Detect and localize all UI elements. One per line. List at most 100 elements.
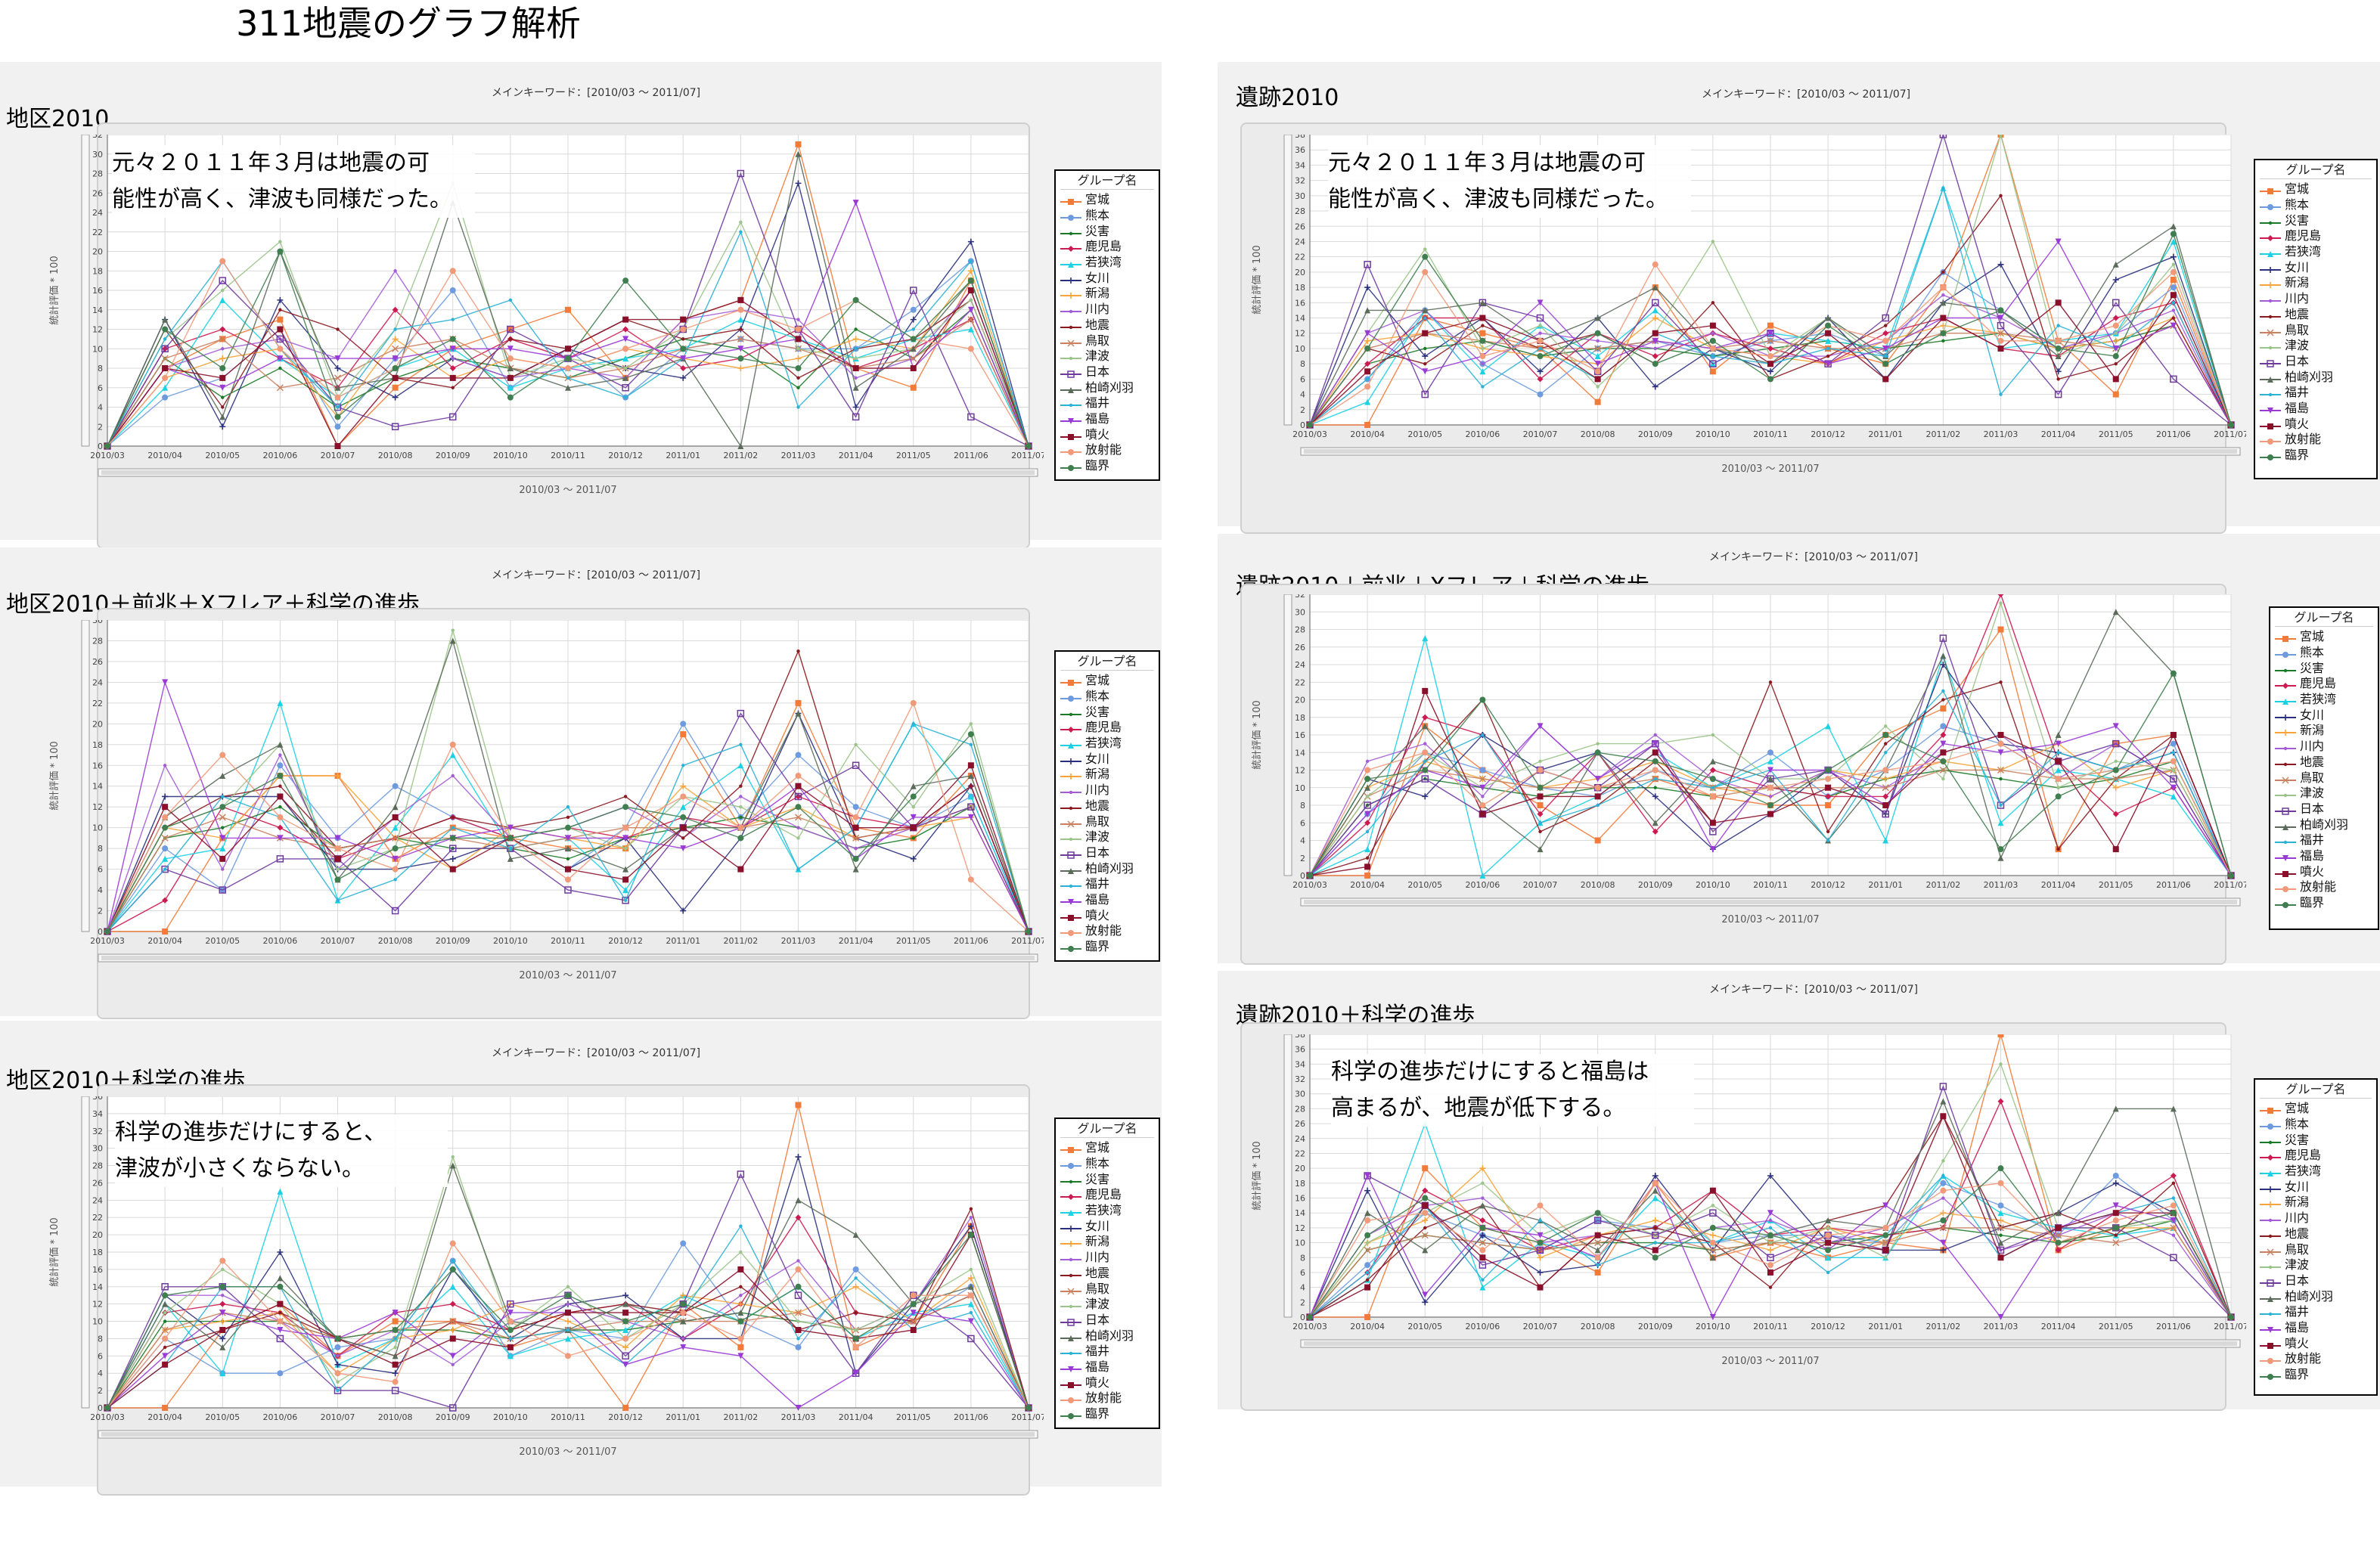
y-tick-label: 8 [98,1334,103,1344]
scrollbar-thumb[interactable] [101,470,1035,475]
data-point [1538,821,1542,825]
legend-item: 放射能 [1056,442,1159,458]
legend-marker-icon [2282,823,2288,830]
data-point [622,866,629,873]
data-point [221,826,225,829]
legend-marker-icon [2282,808,2289,815]
legend-marker-icon [1068,1225,1074,1232]
data-point [1997,626,2004,633]
data-point [910,1300,917,1307]
legend-label: 新潟 [1085,767,1110,782]
data-point [2170,231,2177,237]
vertical-scrollbar[interactable] [81,135,90,447]
data-point [1940,284,1947,291]
data-point [1026,443,1032,449]
data-point [967,1318,974,1325]
legend-swatch-icon [2275,804,2296,815]
scrollbar-thumb[interactable] [1304,1341,2237,1346]
y-tick-label: 14 [1295,748,1305,758]
data-point [1882,345,1889,352]
x-tick-label: 2011/01 [666,936,700,946]
legend-marker-icon [2268,1218,2273,1223]
vertical-scrollbar[interactable] [1283,135,1292,426]
legend-label: 日本 [2285,1273,2310,1288]
x-tick-label: 2010/03 [90,1412,125,1422]
legend-label: 熊本 [2285,197,2310,212]
data-point [967,346,974,352]
page-title: 311地震のグラフ解析 [236,3,581,44]
data-point [334,384,341,391]
legend-label: 福井 [2285,385,2310,400]
data-point [911,805,915,809]
legend-label: 地震 [1085,798,1110,813]
legend-label: 女川 [1085,270,1110,285]
chart-annotation: 科学の進歩だけにすると、 津波が小さくならない。 [115,1114,448,1187]
data-point [1768,1285,1773,1289]
data-point [334,835,341,842]
vertical-scrollbar[interactable] [1283,1034,1292,1318]
legend-swatch-icon [2275,695,2296,705]
data-point [162,1292,169,1299]
data-point [161,345,169,352]
scrollbar-thumb[interactable] [101,956,1035,960]
data-point [795,141,802,147]
data-point [796,1259,800,1263]
data-point [1826,839,1830,842]
data-point [2055,299,2062,306]
legend-label: 津波 [2285,1257,2310,1273]
data-point [1709,1254,1716,1261]
data-point [1940,1180,1947,1186]
data-point [162,824,169,831]
legend-swatch-icon [1060,1237,1081,1248]
y-tick-label: 30 [1295,1090,1305,1099]
legend-swatch-icon [2275,742,2296,751]
x-tick-label: 2010/11 [1753,880,1788,890]
legend-marker-icon [1068,465,1074,472]
data-point [796,386,800,389]
data-point [1999,803,2003,808]
data-point [1479,1217,1486,1224]
data-point [2056,786,2060,789]
data-point [451,356,455,361]
y-tick-label: 36 [1295,1045,1305,1055]
x-tick-label: 2010/11 [551,451,585,460]
legend-swatch-icon [2260,451,2281,461]
data-point [277,1188,284,1195]
data-point [162,1300,169,1307]
legend-swatch-icon [1060,1285,1081,1295]
legend-marker-icon [1069,712,1073,716]
data-point [2055,345,2062,352]
y-tick-label: 4 [1300,1283,1305,1293]
vertical-scrollbar[interactable] [81,620,90,932]
data-point [1884,1256,1888,1260]
data-point [1997,1314,2004,1320]
data-point [910,1310,917,1316]
vertical-scrollbar[interactable] [81,1096,90,1409]
data-point [1364,1232,1371,1238]
data-point [334,1370,341,1377]
data-point [1767,758,1773,764]
data-point [680,365,687,371]
y-tick-label: 8 [1300,1253,1305,1263]
legend-label: 宮城 [1085,1140,1110,1155]
legend-marker-icon [2268,1313,2273,1316]
data-point [1422,268,1429,275]
data-point [795,773,802,779]
data-point [334,855,341,862]
data-point [334,414,341,420]
legend-marker-icon [2267,282,2273,289]
data-point [1941,293,1945,297]
scrollbar-thumb[interactable] [101,1432,1035,1437]
vertical-scrollbar[interactable] [1283,594,1292,876]
scrollbar-thumb[interactable] [1304,900,2237,904]
scrollbar-thumb[interactable] [1304,449,2237,454]
x-tick-label: 2010/04 [1350,429,1385,439]
main-keyword-caption: メインキーワード：[2010/03 〜 2011/07] [1702,88,1911,101]
legend-swatch-icon [2260,247,2281,258]
y-tick-label: 16 [92,286,103,296]
legend-swatch-icon [1060,1347,1081,1356]
data-point [2170,253,2177,260]
legend-marker-icon [1068,696,1074,702]
x-range-label: 2010/03 〜 2011/07 [1721,463,1819,475]
x-tick-label: 2011/07 [1011,451,1044,460]
